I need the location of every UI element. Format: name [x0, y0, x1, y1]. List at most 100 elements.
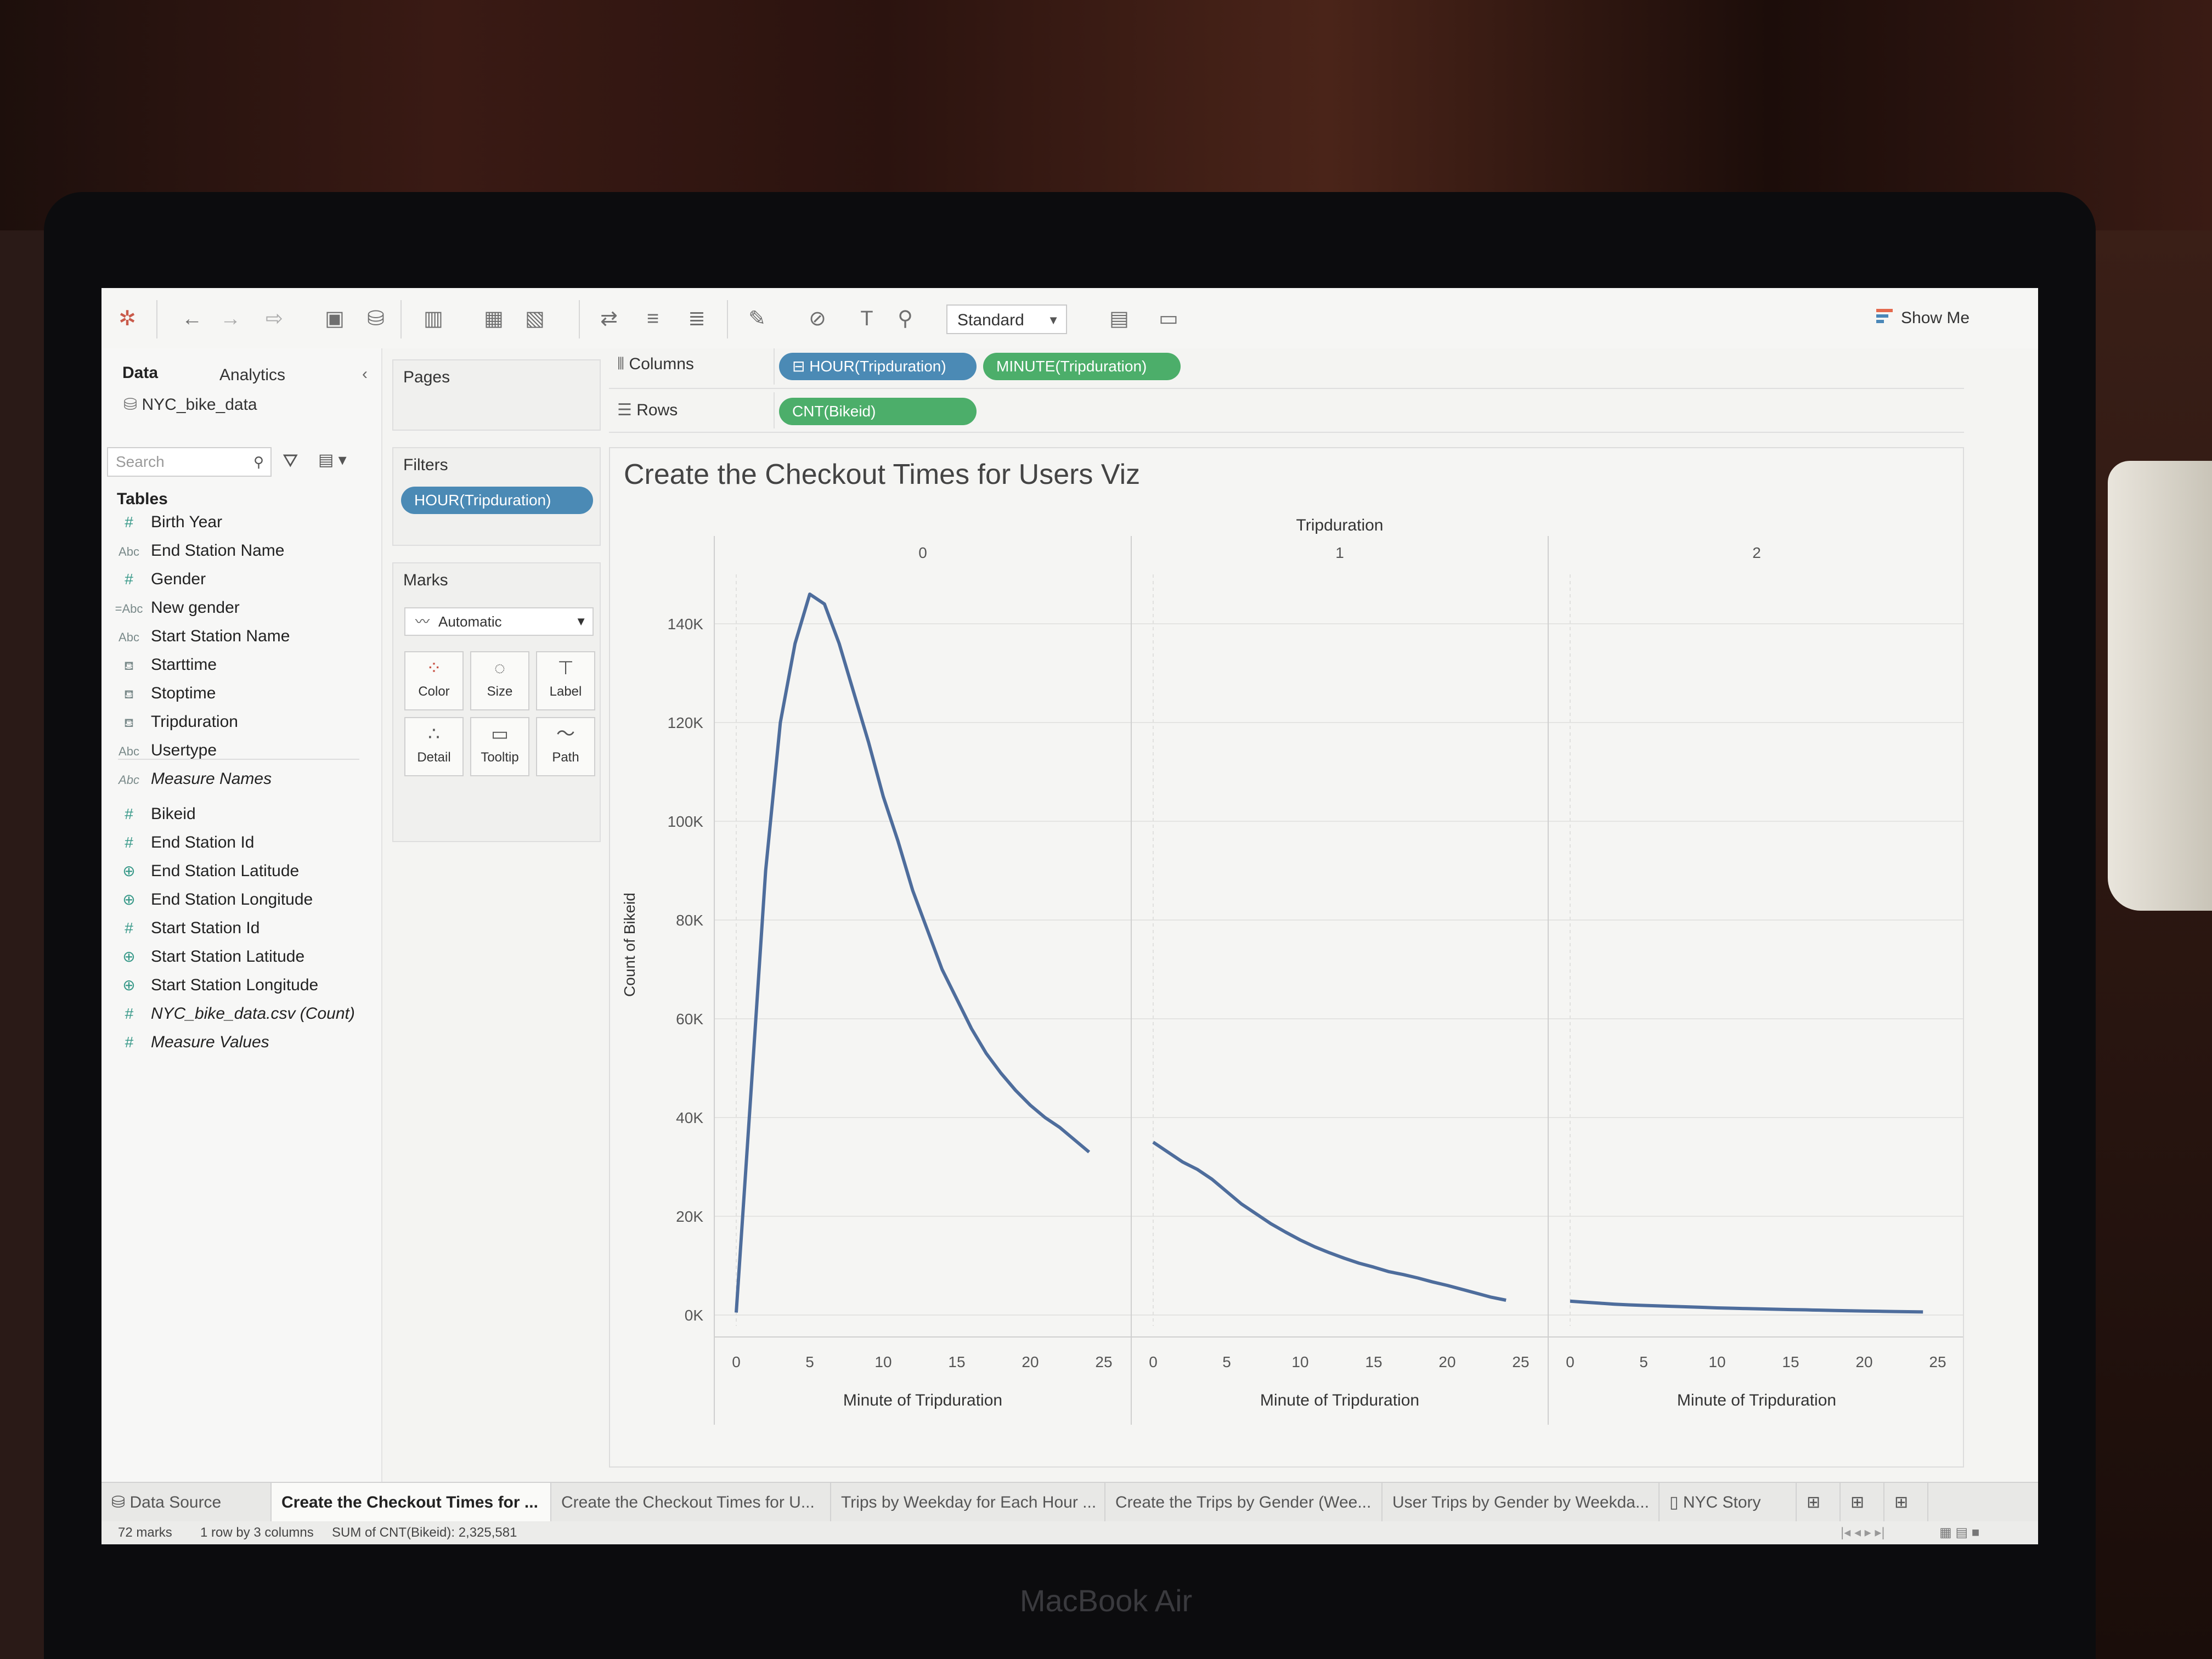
y-tick-label: 100K: [668, 813, 704, 830]
field-item[interactable]: ⊕ Start Station Longitude: [107, 976, 318, 1002]
new-story-tab-icon[interactable]: ⊞: [1884, 1483, 1928, 1522]
shelves: ⦀ Columns ⊟ HOUR(Tripduration) MINUTE(Tr…: [609, 348, 1964, 436]
field-item[interactable]: # Birth Year: [107, 513, 222, 539]
mark-type-select[interactable]: 〰 Automatic ▼: [404, 607, 594, 636]
field-item[interactable]: # NYC_bike_data.csv (Count): [107, 1005, 355, 1031]
field-name: Starttime: [151, 656, 217, 674]
fit-select[interactable]: Standard ▼: [946, 304, 1067, 334]
tab-sheet-1[interactable]: Create the Checkout Times for ...: [272, 1483, 551, 1522]
tableau-logo-icon[interactable]: ✲: [119, 307, 136, 330]
string-type-icon: Abc: [119, 773, 139, 787]
row-pill-count[interactable]: CNT(Bikeid): [779, 398, 977, 425]
filter-fields-icon[interactable]: ⛛: [283, 450, 298, 471]
globe-icon: ⊕: [122, 862, 136, 879]
field-item[interactable]: # Start Station Id: [107, 919, 259, 945]
show-labels-icon[interactable]: T: [860, 307, 873, 330]
column-pill-minute[interactable]: MINUTE(Tripduration): [983, 353, 1181, 380]
view-options-icon[interactable]: ▤ ▾: [318, 451, 347, 469]
tab-sheet-4[interactable]: Create the Trips by Gender (Wee...: [1105, 1483, 1383, 1522]
search-placeholder: Search: [116, 453, 165, 470]
detail-button[interactable]: ∴ Detail: [404, 717, 464, 776]
x-tick-label: 20: [1855, 1353, 1872, 1370]
show-cards-icon[interactable]: ▤: [1109, 307, 1129, 330]
mark-type-value: Automatic: [438, 613, 502, 630]
filters-card[interactable]: Filters HOUR(Tripduration): [392, 447, 601, 546]
pages-card[interactable]: Pages: [392, 359, 601, 431]
clear-sheet-icon[interactable]: ▧: [525, 307, 545, 330]
group-icon[interactable]: ⊘: [809, 307, 826, 330]
collapse-pane-icon[interactable]: ‹: [362, 365, 368, 383]
x-tick-label: 0: [1566, 1353, 1575, 1370]
pin-axes-icon[interactable]: ⚲: [898, 307, 913, 330]
duplicate-sheet-icon[interactable]: ▦: [484, 307, 504, 330]
rows-shelf[interactable]: CNT(Bikeid): [774, 392, 1965, 428]
undo-icon[interactable]: ←: [182, 307, 202, 330]
tab-story[interactable]: ▯ NYC Story: [1660, 1483, 1797, 1522]
presentation-mode-icon[interactable]: ▭: [1159, 307, 1178, 330]
field-item[interactable]: ⊕ Start Station Latitude: [107, 947, 304, 974]
field-item[interactable]: Abc Usertype: [107, 741, 217, 768]
field-item[interactable]: ⛾ Tripduration: [107, 713, 238, 739]
field-item[interactable]: # Gender: [107, 570, 206, 596]
filter-pill[interactable]: HOUR(Tripduration): [401, 487, 593, 514]
replay-icon[interactable]: ⇨: [266, 307, 283, 330]
tab-data[interactable]: Data: [122, 364, 159, 382]
viz-area: Create the Checkout Times for Users Viz …: [609, 447, 1964, 1468]
number-type-icon: #: [125, 805, 133, 822]
new-dashboard-tab-icon[interactable]: ⊞: [1841, 1483, 1884, 1522]
field-name: NYC_bike_data.csv (Count): [151, 1005, 355, 1023]
show-me-button[interactable]: Show Me: [1901, 309, 1970, 327]
detail-label: Detail: [417, 750, 451, 765]
sort-ascending-icon[interactable]: ≡: [646, 307, 659, 330]
datasource-item[interactable]: ⛁ NYC_bike_data: [123, 395, 257, 414]
field-name: Bikeid: [151, 805, 196, 823]
highlight-icon[interactable]: ✎: [748, 307, 766, 330]
field-item[interactable]: Abc End Station Name: [107, 541, 284, 568]
column-pill-hour[interactable]: ⊟ HOUR(Tripduration): [779, 353, 977, 380]
field-name: Start Station Latitude: [151, 947, 305, 966]
columns-shelf[interactable]: ⊟ HOUR(Tripduration) MINUTE(Tripduration…: [774, 348, 1965, 385]
data-pane: Data Analytics ‹ ⛁ NYC_bike_data Search …: [101, 348, 382, 1482]
field-item[interactable]: Abc Start Station Name: [107, 627, 290, 653]
y-tick-label: 120K: [668, 714, 704, 731]
line-chart[interactable]: Tripduration Count of Bikeid 0K 20K 40K 60K 80…: [610, 448, 1963, 1458]
field-item[interactable]: # End Station Id: [107, 833, 254, 860]
new-worksheet-icon[interactable]: ▥: [424, 307, 443, 330]
globe-icon: ⊕: [122, 977, 136, 994]
field-item[interactable]: ⛾ Stoptime: [107, 684, 216, 710]
size-button[interactable]: ◌ Size: [470, 651, 529, 710]
path-button[interactable]: 〜 Path: [536, 717, 595, 776]
tab-data-source[interactable]: ⛁ Data Source: [101, 1483, 272, 1522]
number-type-icon: #: [125, 514, 133, 531]
label-button[interactable]: ⊤ Label: [536, 651, 595, 710]
view-mode-icon[interactable]: ▦ ▤ ■: [1939, 1525, 1980, 1540]
new-datasource-icon[interactable]: ⛁: [367, 307, 385, 330]
field-item[interactable]: Abc Measure Names: [107, 770, 272, 796]
sort-descending-icon[interactable]: ≣: [688, 307, 706, 330]
x-axis-label: Minute of Tripduration: [843, 1391, 1002, 1409]
swap-rows-columns-icon[interactable]: ⇄: [600, 307, 618, 330]
field-item[interactable]: # Measure Values: [107, 1033, 269, 1059]
field-item[interactable]: ⊕ End Station Latitude: [107, 862, 299, 888]
x-tick-label: 10: [1708, 1353, 1725, 1370]
field-item[interactable]: ⊕ End Station Longitude: [107, 890, 313, 917]
tab-sheet-2[interactable]: Create the Checkout Times for U...: [551, 1483, 831, 1522]
save-icon[interactable]: ▣: [325, 307, 345, 330]
field-name: Start Station Longitude: [151, 976, 319, 994]
tooltip-button[interactable]: ▭ Tooltip: [470, 717, 529, 776]
tab-sheet-5[interactable]: User Trips by Gender by Weekda...: [1383, 1483, 1660, 1522]
show-me-icon[interactable]: [1876, 308, 1895, 326]
y-tick-label: 40K: [676, 1109, 703, 1126]
tab-analytics[interactable]: Analytics: [219, 366, 286, 384]
page-nav-icon[interactable]: |◂ ◂ ▸ ▸|: [1841, 1525, 1885, 1540]
field-item[interactable]: =Abc New gender: [107, 599, 240, 625]
color-button[interactable]: ⁘ Color: [404, 651, 464, 710]
panel-header: 2: [1752, 544, 1761, 561]
field-item[interactable]: ⛾ Starttime: [107, 656, 217, 682]
field-item[interactable]: # Bikeid: [107, 805, 196, 831]
field-search-input[interactable]: Search ⚲: [107, 447, 272, 477]
new-worksheet-tab-icon[interactable]: ⊞: [1797, 1483, 1841, 1522]
redo-icon[interactable]: →: [220, 307, 241, 330]
tab-sheet-3[interactable]: Trips by Weekday for Each Hour ...: [831, 1483, 1105, 1522]
field-name: Measure Values: [151, 1033, 269, 1051]
